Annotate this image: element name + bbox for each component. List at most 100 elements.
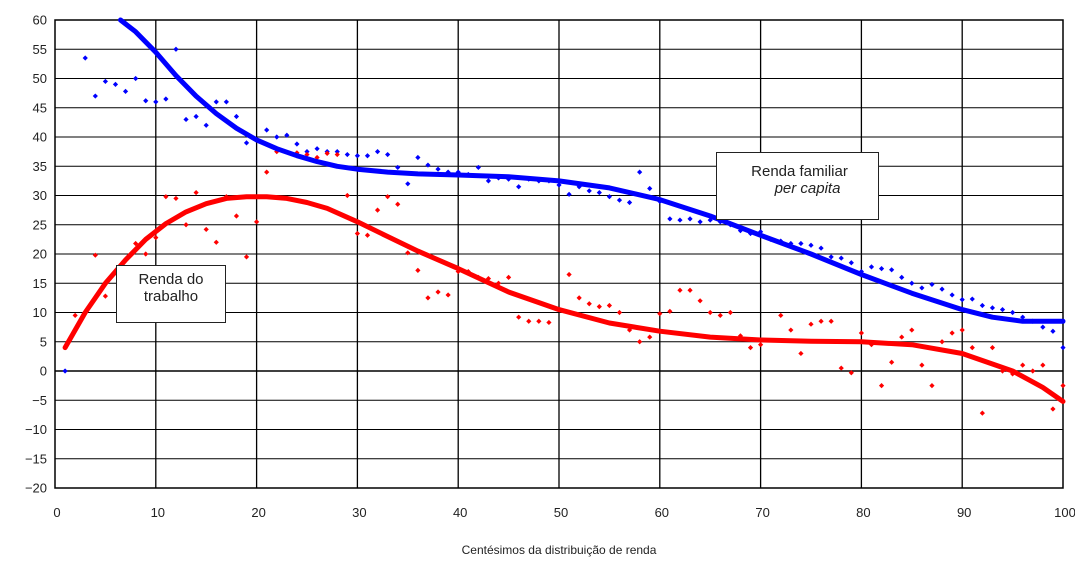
blue-point (556, 182, 562, 188)
y-tick-label: 35 (33, 159, 47, 174)
blue-point (435, 166, 441, 172)
y-tick-label: 0 (40, 364, 47, 379)
red-point (526, 318, 532, 324)
blue-point (304, 149, 310, 155)
red-point (919, 362, 925, 368)
blue-point (1010, 309, 1016, 316)
red-point (254, 219, 260, 225)
red-point (102, 293, 108, 299)
red-point (233, 213, 240, 219)
blue-point (818, 245, 824, 251)
annotation-renda-familiar: Renda familiar per capita (716, 152, 879, 220)
red-point (637, 339, 643, 345)
blue-point (687, 216, 693, 222)
red-point (989, 345, 996, 351)
blue-point (405, 181, 411, 187)
red-point (606, 302, 612, 309)
blue-point (82, 55, 88, 61)
blue-point (425, 162, 431, 168)
x-tick-label: 30 (352, 505, 366, 520)
blue-point (959, 297, 965, 303)
red-point (667, 308, 673, 314)
red-point (788, 327, 794, 333)
blue-point (899, 274, 905, 280)
red-point (737, 333, 744, 339)
blue-point (949, 292, 955, 298)
blue-point (798, 240, 804, 247)
y-tick-label: −20 (25, 481, 47, 496)
red-point (1020, 362, 1026, 368)
red-point (536, 318, 542, 324)
blue-point (354, 153, 360, 159)
y-tick-label: 15 (33, 276, 47, 291)
blue-point (637, 169, 643, 175)
blue-point (667, 216, 673, 222)
y-tick-label: 25 (33, 217, 47, 232)
blue-point (264, 127, 270, 133)
red-point (183, 222, 189, 228)
red-point (808, 321, 814, 327)
x-tick-label: 90 (957, 505, 971, 520)
red-point (193, 189, 199, 196)
y-tick-label: 60 (33, 13, 47, 28)
trend-lines (62, 17, 1066, 404)
red-point (385, 194, 391, 200)
y-tick-label: 55 (33, 42, 47, 57)
x-tick-label: 60 (655, 505, 669, 520)
blue-point (294, 141, 300, 147)
blue-point (677, 217, 683, 223)
red-point (516, 314, 522, 320)
red-point (213, 239, 219, 245)
y-tick-label: 20 (33, 247, 47, 262)
blue-point (626, 199, 633, 206)
y-tick-label: 45 (33, 100, 47, 115)
blue-point (143, 98, 149, 104)
red-point (264, 169, 270, 175)
blue-point (516, 184, 522, 190)
red-point (677, 287, 683, 293)
red-point (566, 271, 572, 278)
red-point (576, 295, 582, 301)
blue-point (415, 154, 421, 161)
blue-point (334, 149, 340, 155)
blue-point (1060, 345, 1066, 351)
red-point (243, 254, 250, 260)
red-point (889, 359, 895, 365)
blue-point (868, 264, 875, 270)
blue-point (395, 164, 401, 171)
red-point (153, 235, 159, 241)
blue-point (193, 113, 199, 120)
y-tick-label: −10 (25, 422, 47, 437)
blue-point (566, 191, 572, 197)
red-point (899, 334, 905, 340)
red-point (707, 309, 713, 316)
trendline-renda-familiar (118, 17, 1066, 324)
blue-point (909, 280, 915, 286)
x-tick-label: 10 (151, 505, 165, 520)
red-point (717, 312, 723, 319)
red-point (1060, 383, 1066, 389)
red-point (445, 292, 451, 298)
red-point (425, 295, 431, 301)
blue-point (183, 116, 189, 123)
trendline-renda-trabalho (62, 194, 1066, 404)
red-point (435, 289, 441, 295)
red-point (1040, 362, 1046, 368)
blue-point (878, 266, 885, 272)
y-tick-label: 5 (40, 334, 47, 349)
x-tick-label: 20 (251, 505, 265, 520)
blue-point (616, 197, 623, 203)
blue-point (596, 189, 602, 196)
red-point (163, 194, 169, 200)
blue-point (243, 140, 250, 146)
blue-point (1020, 314, 1026, 320)
blue-point (344, 151, 350, 158)
red-point (344, 192, 350, 199)
blue-point (939, 286, 945, 292)
y-tick-label: −15 (25, 451, 47, 466)
red-point (92, 252, 98, 258)
red-point (1050, 406, 1056, 412)
blue-point (929, 281, 935, 288)
x-tick-label: 40 (453, 505, 467, 520)
